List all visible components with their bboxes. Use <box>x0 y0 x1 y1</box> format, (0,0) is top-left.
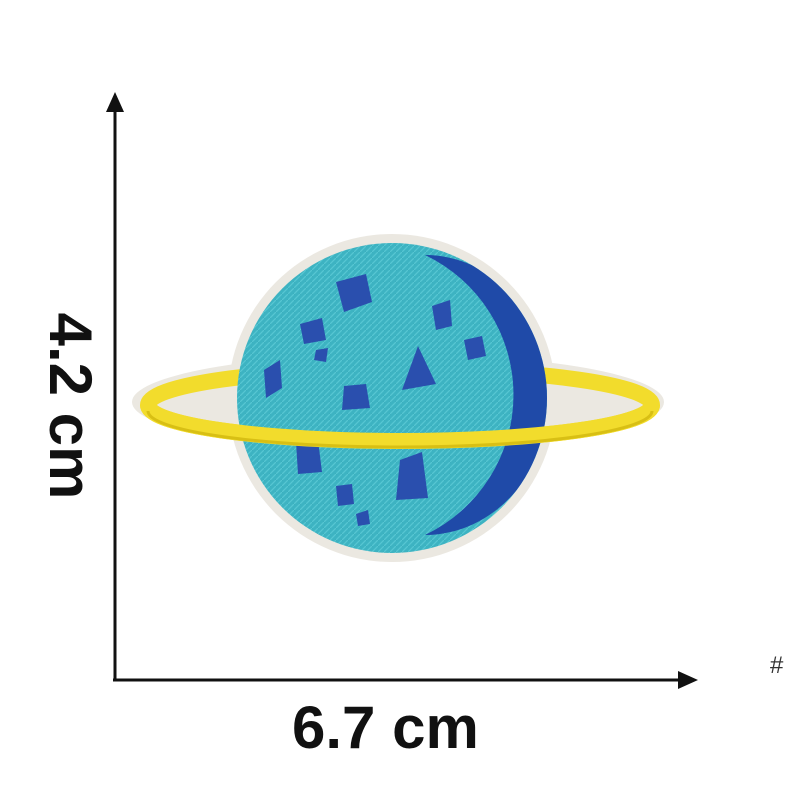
width-dimension-label: 6.7 cm <box>292 694 479 761</box>
corner-hash-mark: # <box>770 652 784 679</box>
vertical-dimension-arrow <box>106 92 124 680</box>
ring-front <box>140 403 660 449</box>
height-dimension-label: 4.2 cm <box>37 312 104 500</box>
planet-spots <box>264 274 486 526</box>
planet-body <box>237 243 547 553</box>
planet-patch <box>132 234 664 562</box>
horizontal-dimension-arrow <box>113 671 698 689</box>
